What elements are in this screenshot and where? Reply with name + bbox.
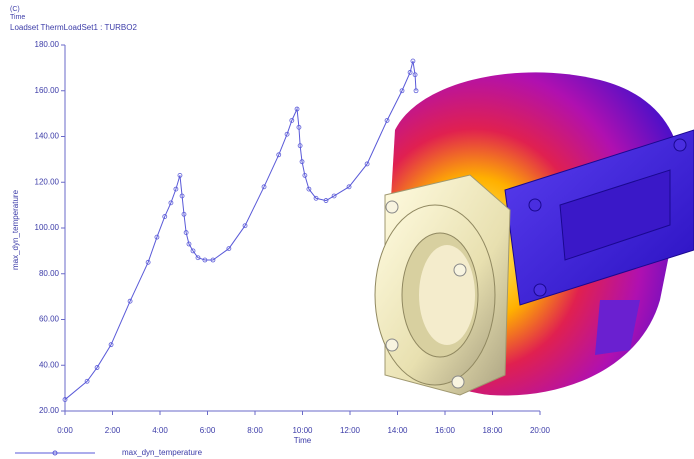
y-tick-label: 40.00 xyxy=(39,360,60,369)
turbine-render xyxy=(375,72,694,395)
x-tick-label: 20:00 xyxy=(530,426,551,435)
x-tick-label: 6:00 xyxy=(200,426,216,435)
x-tick-label: 14:00 xyxy=(387,426,408,435)
y-axis-label: max_dyn_temperature xyxy=(11,189,20,270)
y-tick-label: 20.00 xyxy=(39,406,60,415)
series-line xyxy=(65,61,416,400)
y-tick-label: 180.00 xyxy=(35,40,60,49)
chart-title: Loadset ThermLoadSet1 : TURBO2 xyxy=(10,23,137,32)
y-tick-label: 140.00 xyxy=(35,132,60,141)
x-tick-label: 8:00 xyxy=(247,426,263,435)
chart: (C)TimeLoadset ThermLoadSet1 : TURBO2max… xyxy=(0,0,694,459)
y-tick-label: 120.00 xyxy=(35,177,60,186)
x-tick-label: 12:00 xyxy=(340,426,361,435)
x-axis-label: Time xyxy=(294,436,312,445)
x-tick-label: 10:00 xyxy=(292,426,313,435)
annotation: (C) xyxy=(10,6,20,13)
y-tick-label: 100.00 xyxy=(35,223,60,232)
y-tick-label: 160.00 xyxy=(35,86,60,95)
annotation: Time xyxy=(10,14,25,21)
x-tick-label: 2:00 xyxy=(105,426,121,435)
legend-label: max_dyn_temperature xyxy=(122,448,203,457)
y-tick-label: 80.00 xyxy=(39,269,60,278)
x-tick-label: 18:00 xyxy=(482,426,503,435)
x-tick-label: 0:00 xyxy=(57,426,73,435)
x-tick-label: 4:00 xyxy=(152,426,168,435)
x-tick-label: 16:00 xyxy=(435,426,456,435)
y-tick-label: 60.00 xyxy=(39,315,60,324)
